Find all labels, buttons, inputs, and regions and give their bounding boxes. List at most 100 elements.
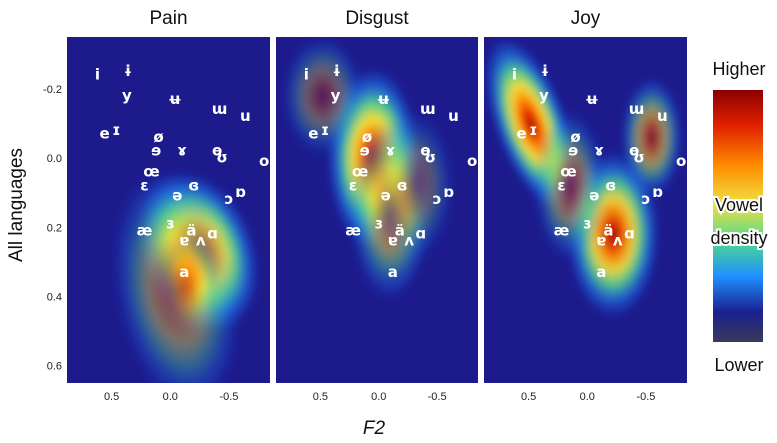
vowel-label: a — [596, 263, 606, 281]
y-tick-label: 0.6 — [47, 361, 62, 373]
vowel-label: ø — [362, 128, 372, 146]
x-tick-label: -0.5 — [428, 391, 447, 403]
vowel-label: ɒ — [443, 183, 454, 201]
vowel-label: æ — [554, 221, 570, 239]
x-tick-label: 0.0 — [163, 391, 178, 403]
x-tick-label: 0.0 — [580, 391, 595, 403]
vowel-label: ɪ — [112, 121, 120, 139]
vowel-label: ɒ — [235, 183, 246, 201]
vowel-label: ɞ — [188, 176, 199, 194]
vowel-label: ä — [603, 221, 613, 239]
density-blob-joy-3 — [533, 109, 606, 262]
vowel-label: u — [657, 107, 668, 125]
vowel-label: ɨ — [333, 62, 341, 80]
y-tick-label: 0.4 — [47, 292, 62, 304]
vowel-label: ɜ — [583, 214, 591, 232]
vowel-label: ɯ — [629, 100, 645, 118]
vowel-label: ə — [381, 187, 391, 205]
vowel-label: ɨ — [124, 62, 132, 80]
vowel-label: ʊ — [424, 149, 436, 167]
vowel-label: œ — [143, 162, 159, 180]
density-blob-disgust-2 — [281, 37, 364, 157]
legend-colorbar — [713, 90, 763, 342]
vowel-label: ɘ — [568, 142, 578, 160]
vowel-label: ɔ — [433, 190, 442, 208]
vowel-label: ʊ — [216, 149, 228, 167]
x-tick-label: 0.0 — [371, 391, 386, 403]
vowel-label: ɯ — [420, 100, 436, 118]
vowel-label: ɞ — [605, 176, 616, 194]
vowel-label: ɛ — [557, 176, 565, 194]
vowel-label: œ — [352, 162, 368, 180]
vowel-label: ʉ — [168, 90, 182, 108]
vowel-label: ɜ — [166, 214, 174, 232]
density-blob-joy-2 — [620, 76, 683, 199]
vowel-label: ɘ — [151, 142, 161, 160]
vowel-label: ɐ — [388, 232, 398, 250]
panel-pain: i ɨy ʉ ɯ u e ɪ øɘ ɤ ɵʊ o œɛ ɞə ɔ ɒ æ ɜ ä ɑɐ ʌa Pain 0.5 0.0 -0.… — [43, 8, 270, 403]
vowel-label: ɵ — [629, 142, 639, 160]
vowel-label: o — [467, 152, 477, 170]
vowel-label: ɔ — [224, 190, 233, 208]
vowel-label: ʌ — [196, 232, 206, 250]
vowel-label: ʌ — [404, 232, 414, 250]
x-tick-label: 0.5 — [104, 391, 119, 403]
legend-low-label: Lower — [714, 355, 763, 375]
panel-title-joy: Joy — [571, 8, 601, 29]
vowel-label: ɑ — [415, 225, 426, 243]
legend-title-line-1: Vowel — [715, 195, 763, 215]
vowel-label: y — [331, 86, 341, 104]
vowel-label: ɐ — [596, 232, 606, 250]
x-tick-label: -0.5 — [219, 391, 238, 403]
vowel-label: o — [676, 152, 686, 170]
x-tick-label: -0.5 — [636, 391, 655, 403]
vowel-label: i — [304, 66, 309, 84]
vowel-label: ɤ — [177, 142, 187, 160]
vowel-label: ɯ — [212, 100, 228, 118]
vowel-label: u — [448, 107, 459, 125]
vowel-label: ɤ — [594, 142, 604, 160]
vowel-label: ɨ — [541, 62, 549, 80]
vowel-label: ʉ — [585, 90, 599, 108]
vowel-label: a — [179, 263, 189, 281]
density-blob-pain-2 — [111, 169, 241, 383]
vowel-label: o — [259, 152, 269, 170]
panel-disgust: i ɨy ʉ ɯ u e ɪ øɘ ɤ ɵʊ o œɛ ɞə ɔ ɒ æ ɜ ä ɑɐ ʌa Disgust 0.5 0.0… — [276, 8, 478, 403]
x-axis-label: F2 — [363, 418, 386, 439]
vowel-label: ɐ — [179, 232, 189, 250]
vowel-label: ɑ — [207, 225, 218, 243]
density-blob-disgust-3 — [372, 109, 455, 262]
vowel-label: ɞ — [397, 176, 408, 194]
y-tick-label: 0.0 — [47, 153, 62, 165]
vowel-label: ɪ — [321, 121, 329, 139]
vowel-label: ʉ — [377, 90, 391, 108]
vowel-label: ɘ — [360, 142, 370, 160]
vowel-label: i — [95, 66, 100, 84]
vowel-label: ø — [570, 128, 580, 146]
y-axis-label: All languages — [6, 148, 27, 262]
vowel-label: ɜ — [375, 214, 383, 232]
vowel-label: y — [122, 86, 132, 104]
vowel-label: ʊ — [633, 149, 645, 167]
panel-title-pain: Pain — [149, 8, 187, 29]
color-legend: Higher Vowel density Lower — [708, 59, 769, 375]
vowel-label: ə — [589, 187, 599, 205]
vowel-label: ə — [172, 187, 182, 205]
vowel-label: ɒ — [652, 183, 663, 201]
legend-title-line-2: density — [710, 228, 767, 248]
density-layer-joy — [484, 37, 683, 318]
x-tick-label: 0.5 — [521, 391, 536, 403]
vowel-label: ɔ — [641, 190, 650, 208]
vowel-label: ä — [395, 221, 405, 239]
vowel-label: ɪ — [529, 121, 537, 139]
x-tick-label: 0.5 — [313, 391, 328, 403]
vowel-label: ɤ — [386, 142, 396, 160]
vowel-label: ɵ — [212, 142, 222, 160]
y-tick-label: 0.2 — [47, 222, 62, 234]
vowel-label: ɑ — [624, 225, 635, 243]
panel-joy: i ɨy ʉ ɯ u e ɪ øɘ ɤ ɵʊ o œɛ ɞə ɔ ɒ æ ɜ ä ɑɐ ʌa Joy 0.5 0.0 -0.5 — [484, 8, 687, 403]
legend-high-label: Higher — [712, 59, 765, 79]
panel-title-disgust: Disgust — [345, 8, 409, 29]
